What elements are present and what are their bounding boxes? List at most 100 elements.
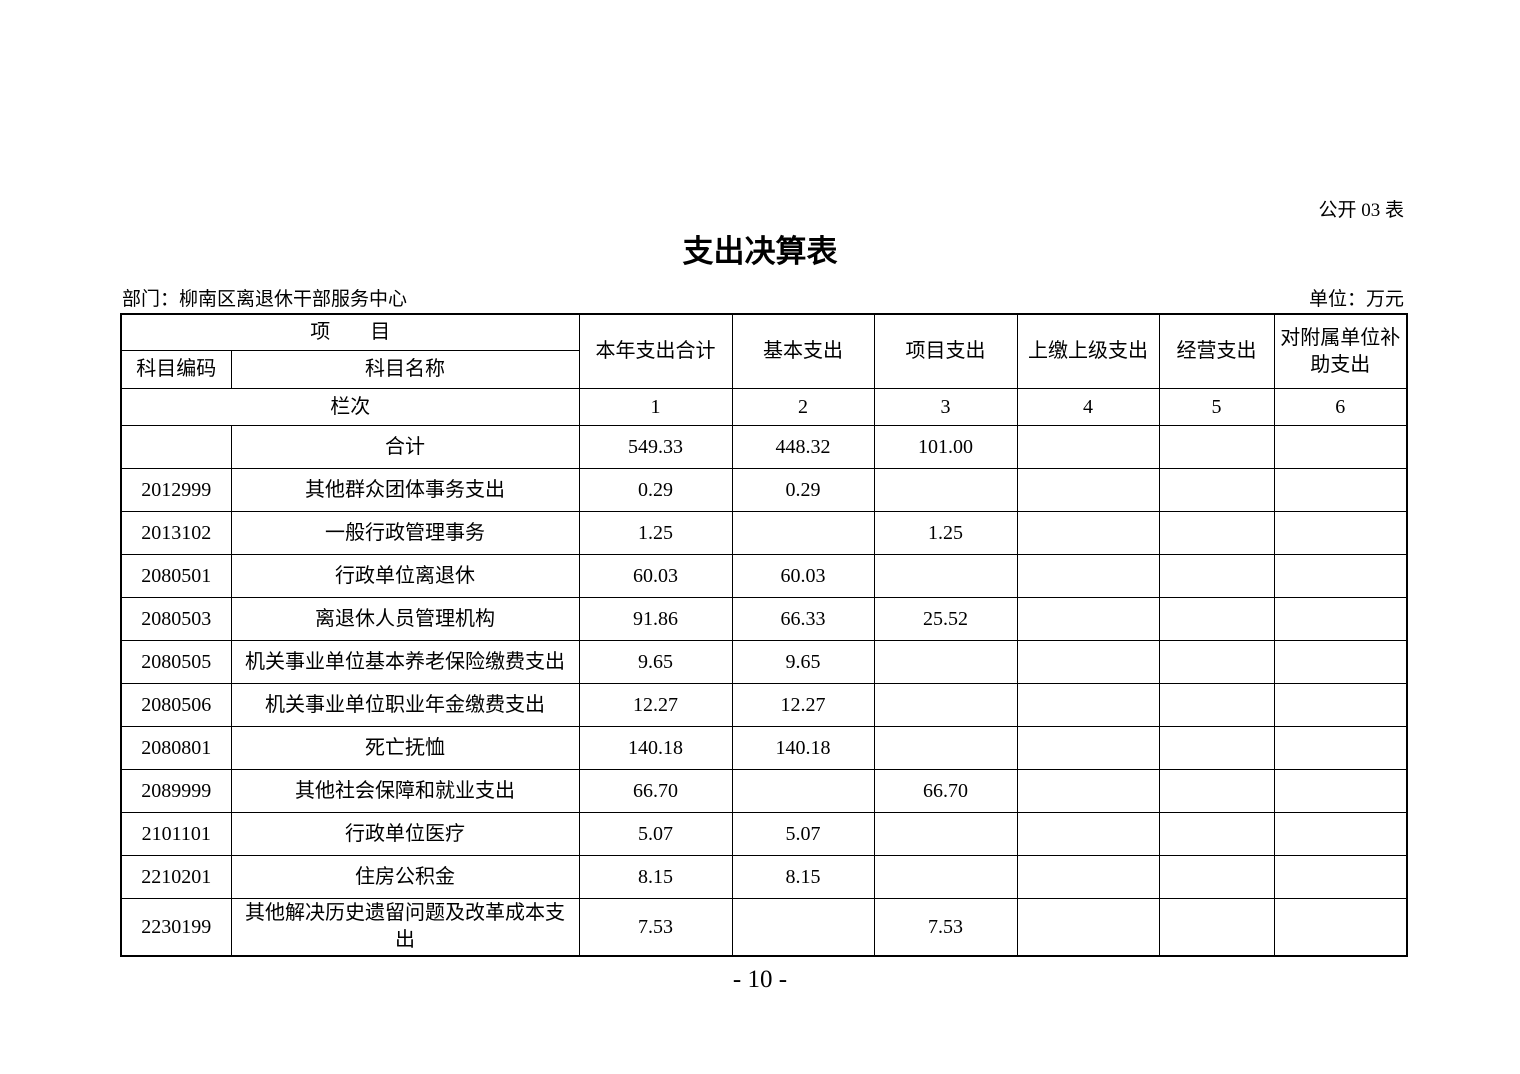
header-lanci: 栏次 <box>120 388 580 426</box>
cell-name: 机关事业单位基本养老保险缴费支出 <box>230 640 580 684</box>
cell-name: 行政单位医疗 <box>230 812 580 856</box>
cell-name: 离退休人员管理机构 <box>230 597 580 641</box>
header-col-basic: 基本支出 <box>731 313 875 389</box>
cell-project <box>873 468 1018 512</box>
cell-name: 一般行政管理事务 <box>230 511 580 555</box>
cell-annual-total: 66.70 <box>578 769 733 813</box>
cell-subsidy <box>1273 511 1408 555</box>
cell-basic <box>731 511 875 555</box>
cell-annual-total: 0.29 <box>578 468 733 512</box>
cell-subsidy <box>1273 812 1408 856</box>
cell-annual-total: 12.27 <box>578 683 733 727</box>
cell-basic: 5.07 <box>731 812 875 856</box>
col-index-1: 1 <box>578 388 733 426</box>
cell-operating <box>1158 511 1275 555</box>
cell-basic: 12.27 <box>731 683 875 727</box>
header-col-operating: 经营支出 <box>1158 313 1275 389</box>
cell-code: 2101101 <box>120 812 232 856</box>
cell-code: 2080506 <box>120 683 232 727</box>
cell-basic: 60.03 <box>731 554 875 598</box>
table-row: 2080503 离退休人员管理机构 91.86 66.33 25.52 <box>120 597 1408 641</box>
cell-operating <box>1158 425 1275 469</box>
cell-basic: 140.18 <box>731 726 875 770</box>
cell-upper-level <box>1016 511 1160 555</box>
cell-basic <box>731 769 875 813</box>
doc-label: 公开 03 表 <box>1318 200 1404 221</box>
cell-code: 2230199 <box>120 898 232 957</box>
cell-operating <box>1158 812 1275 856</box>
header-col-upper-level: 上缴上级支出 <box>1016 313 1160 389</box>
table-row-total: 合计 549.33 448.32 101.00 <box>120 425 1408 469</box>
table-row: 2013102 一般行政管理事务 1.25 1.25 <box>120 511 1408 555</box>
cell-basic: 8.15 <box>731 855 875 899</box>
cell-annual-total: 91.86 <box>578 597 733 641</box>
column-index-row: 栏次 1 2 3 4 5 6 <box>120 388 1408 426</box>
header-row-subject: 科目编码 科目名称 <box>120 350 1407 389</box>
table-row: 2230199 其他解决历史遗留问题及改革成本支出 7.53 7.53 <box>120 898 1408 957</box>
cell-subsidy <box>1273 597 1408 641</box>
page-title: 支出决算表 <box>682 234 838 269</box>
cell-upper-level <box>1016 468 1160 512</box>
cell-code: 2080505 <box>120 640 232 684</box>
cell-operating <box>1158 726 1275 770</box>
cell-subsidy <box>1273 769 1408 813</box>
cell-code: 2089999 <box>120 769 232 813</box>
cell-basic: 66.33 <box>731 597 875 641</box>
cell-name: 住房公积金 <box>230 855 580 899</box>
cell-project <box>873 726 1018 770</box>
cell-code: 2080501 <box>120 554 232 598</box>
cell-operating <box>1158 683 1275 727</box>
cell-project: 66.70 <box>873 769 1018 813</box>
cell-project: 7.53 <box>873 898 1018 957</box>
cell-upper-level <box>1016 726 1160 770</box>
cell-subsidy <box>1273 640 1408 684</box>
cell-upper-level <box>1016 425 1160 469</box>
cell-upper-level <box>1016 898 1160 957</box>
cell-operating <box>1158 597 1275 641</box>
cell-upper-level <box>1016 597 1160 641</box>
cell-code: 2012999 <box>120 468 232 512</box>
cell-operating <box>1158 468 1275 512</box>
cell-operating <box>1158 640 1275 684</box>
cell-operating <box>1158 769 1275 813</box>
cell-operating <box>1158 855 1275 899</box>
table-row: 2080506 机关事业单位职业年金缴费支出 12.27 12.27 <box>120 683 1408 727</box>
cell-operating <box>1158 898 1275 957</box>
cell-project <box>873 554 1018 598</box>
col-index-6: 6 <box>1273 388 1408 426</box>
cell-name: 机关事业单位职业年金缴费支出 <box>230 683 580 727</box>
unit-label: 单位：万元 <box>1308 289 1404 310</box>
cell-subsidy <box>1273 855 1408 899</box>
cell-project: 25.52 <box>873 597 1018 641</box>
cell-annual-total: 140.18 <box>578 726 733 770</box>
cell-project <box>873 640 1018 684</box>
cell-name: 行政单位离退休 <box>230 554 580 598</box>
header-row-project: 项 目 本年支出合计 基本支出 项目支出 上缴上级支出 经营支出 对附属单位补助… <box>120 313 1408 389</box>
cell-project: 101.00 <box>873 425 1018 469</box>
table-row: 2080501 行政单位离退休 60.03 60.03 <box>120 554 1408 598</box>
cell-name: 合计 <box>230 425 580 469</box>
col-index-4: 4 <box>1016 388 1160 426</box>
cell-upper-level <box>1016 554 1160 598</box>
cell-name: 其他解决历史遗留问题及改革成本支出 <box>230 898 580 957</box>
cell-project <box>873 812 1018 856</box>
header-col-project-exp: 项目支出 <box>873 313 1018 389</box>
cell-name: 其他群众团体事务支出 <box>230 468 580 512</box>
col-index-5: 5 <box>1158 388 1275 426</box>
col-index-2: 2 <box>731 388 875 426</box>
cell-annual-total: 9.65 <box>578 640 733 684</box>
cell-upper-level <box>1016 640 1160 684</box>
cell-code: 2080801 <box>120 726 232 770</box>
cell-basic: 9.65 <box>731 640 875 684</box>
cell-project <box>873 855 1018 899</box>
table-row: 2101101 行政单位医疗 5.07 5.07 <box>120 812 1408 856</box>
expenditure-table: 项 目 本年支出合计 基本支出 项目支出 上缴上级支出 经营支出 对附属单位补助… <box>120 313 1408 957</box>
cell-name: 其他社会保障和就业支出 <box>230 769 580 813</box>
cell-annual-total: 8.15 <box>578 855 733 899</box>
table-row: 2080505 机关事业单位基本养老保险缴费支出 9.65 9.65 <box>120 640 1408 684</box>
cell-annual-total: 60.03 <box>578 554 733 598</box>
table-row: 2012999 其他群众团体事务支出 0.29 0.29 <box>120 468 1408 512</box>
cell-upper-level <box>1016 683 1160 727</box>
cell-project <box>873 683 1018 727</box>
